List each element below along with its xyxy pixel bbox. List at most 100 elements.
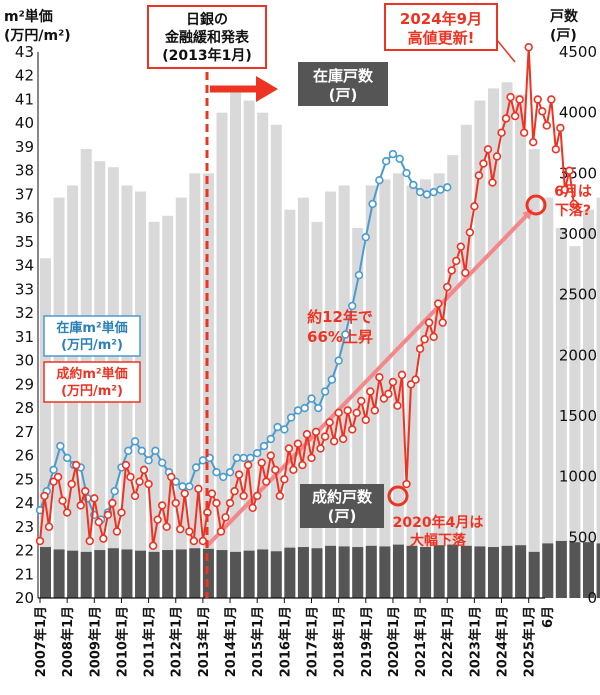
data-point [461, 268, 470, 277]
data-point [185, 482, 194, 491]
boj-line2: 金融緩和発表 [164, 29, 250, 46]
covid-line1: 2020年4月は [393, 514, 484, 531]
stock-count-bars [40, 82, 600, 599]
data-point [246, 453, 255, 463]
count-bar [338, 546, 350, 598]
data-point [110, 486, 119, 496]
covid-line2: 大幅下落 [410, 532, 467, 549]
left-tick-label: 20 [15, 589, 34, 607]
x-axis-ticks: 2007年1月 2008年1月 2009年1月 2010年1月 2011年1月 2012年… [33, 598, 556, 677]
data-point [465, 228, 475, 237]
rise-line1: 約12年で [307, 308, 373, 326]
right-tick-label: 0 [587, 589, 597, 607]
right-tick-label: 2000 [559, 346, 597, 364]
data-point [103, 510, 113, 520]
data-point [420, 335, 429, 344]
x-tick-label: 2022年1月 [440, 606, 456, 677]
left-axis-title: m²単価 [4, 8, 53, 25]
count-bar [501, 545, 513, 598]
count-bar [582, 209, 594, 598]
count-bar [542, 197, 554, 598]
right-tick-label: 500 [568, 528, 597, 546]
right-axis-unit: (戸) [550, 28, 577, 44]
left-tick-label: 35 [15, 233, 34, 251]
data-point [90, 494, 99, 503]
data-point [153, 515, 162, 524]
x-tick-label: 2019年1月 [359, 606, 375, 677]
data-point [262, 477, 271, 486]
data-point [157, 501, 167, 510]
x-tick-label: 2014年1月 [223, 606, 239, 677]
data-point [99, 534, 108, 543]
data-point [35, 536, 45, 546]
data-point [438, 318, 447, 327]
count-bar [230, 551, 242, 598]
count-bar [487, 547, 499, 598]
data-point [225, 467, 235, 477]
count-bar [325, 545, 337, 598]
data-point [341, 330, 350, 339]
left-tick-label: 26 [15, 447, 34, 465]
data-point [62, 508, 72, 517]
count-bar [460, 545, 472, 598]
data-point [212, 498, 221, 508]
count-bar [433, 545, 445, 598]
count-bar [216, 112, 228, 599]
count-bar [596, 197, 600, 598]
data-point [443, 282, 452, 292]
count-bar [365, 545, 377, 598]
data-point [433, 299, 443, 308]
count-bar [569, 542, 581, 598]
data-point [212, 467, 221, 477]
data-point [338, 434, 348, 444]
count-bar [216, 550, 228, 598]
sold-count-label-line2: (戸) [328, 507, 357, 525]
count-bar [94, 550, 106, 598]
x-tick-label: 2020年1月 [386, 606, 402, 677]
data-point [216, 527, 226, 536]
data-point [357, 396, 366, 406]
count-bar [515, 545, 527, 598]
data-point [225, 498, 235, 508]
data-point [348, 301, 357, 311]
data-point [180, 489, 189, 498]
count-bar [501, 82, 513, 599]
data-point [388, 377, 398, 387]
data-point [121, 460, 131, 470]
data-point [402, 479, 411, 489]
count-bar [53, 549, 65, 598]
data-point [447, 266, 456, 275]
data-point [266, 434, 275, 444]
data-point [286, 413, 296, 422]
left-tick-label: 42 [15, 67, 34, 85]
count-bar [135, 550, 147, 598]
stock-count-label-box [298, 62, 388, 106]
count-bar [67, 550, 79, 598]
left-tick-label: 23 [15, 518, 34, 536]
count-bar [515, 94, 527, 598]
count-bar [107, 548, 119, 598]
data-point [470, 202, 479, 211]
count-bar [257, 549, 269, 598]
data-point [501, 114, 511, 123]
data-point [547, 95, 556, 104]
count-bar [297, 197, 309, 598]
data-point [307, 394, 316, 403]
record-line2: 高値更新! [408, 29, 475, 47]
data-point [327, 375, 337, 384]
data-point [302, 430, 312, 439]
right-tick-label: 1000 [559, 468, 597, 486]
count-bar [311, 548, 323, 598]
data-point [542, 121, 551, 130]
data-point [137, 446, 147, 456]
legend-stock-price-box [43, 315, 141, 357]
count-bar [555, 540, 567, 598]
data-point [316, 444, 325, 453]
data-point [62, 453, 72, 463]
count-bar [447, 155, 459, 598]
data-point [139, 465, 149, 475]
count-bar [40, 258, 51, 598]
data-point [289, 465, 298, 475]
data-point [492, 152, 502, 161]
